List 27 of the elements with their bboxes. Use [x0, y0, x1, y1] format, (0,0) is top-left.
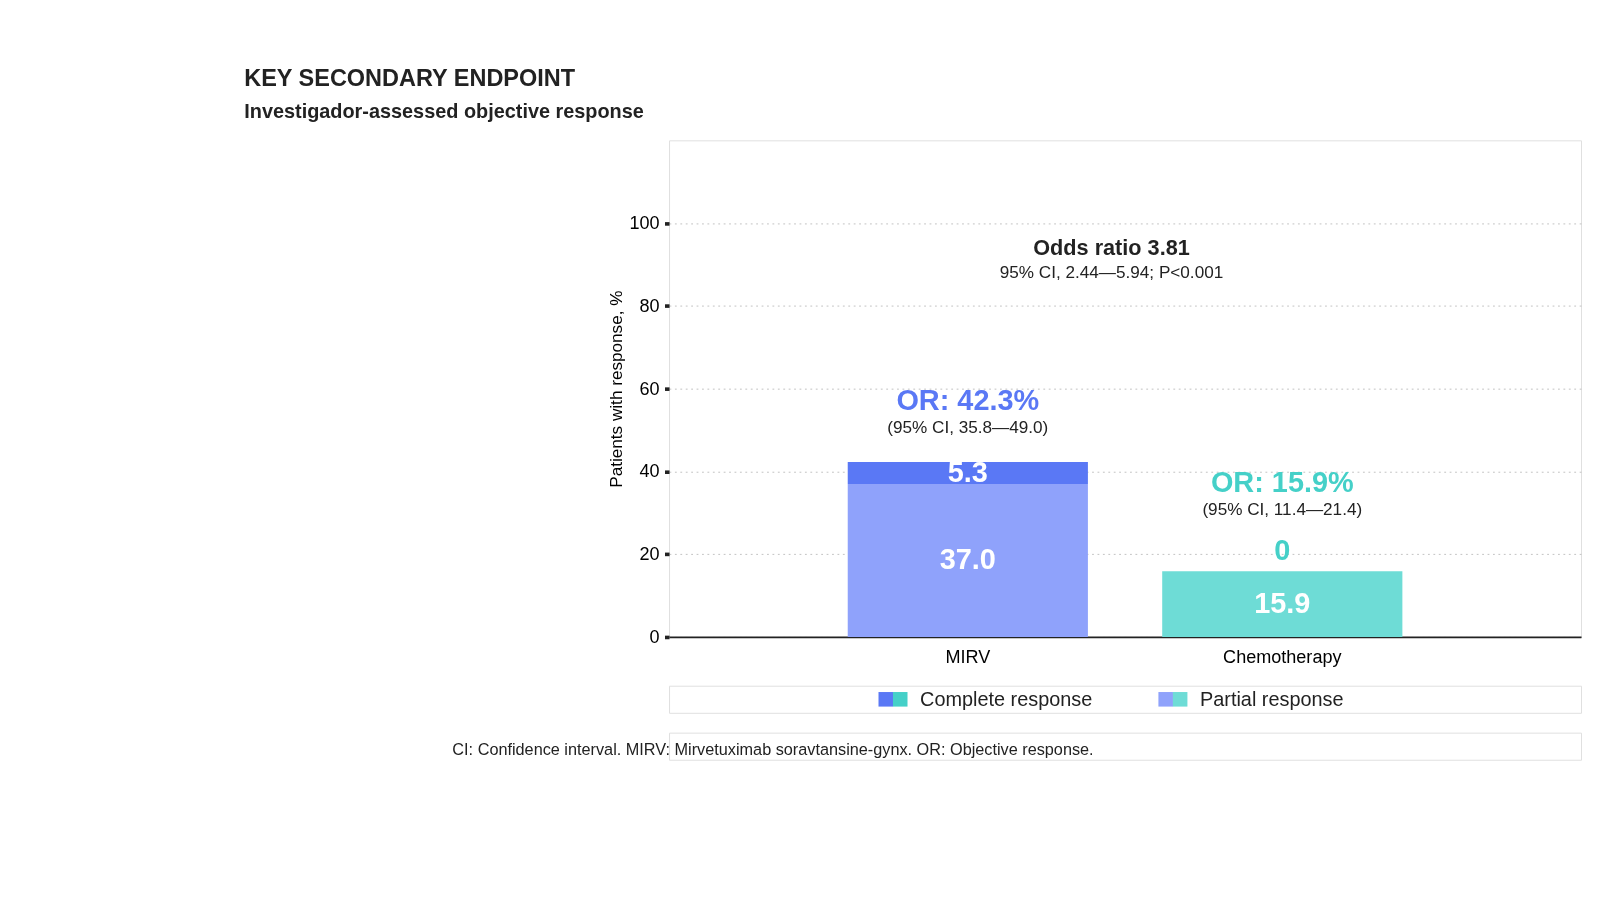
- data-label: 0: [1274, 534, 1291, 567]
- annotation: 95% CI, 2.44—5.94; P<0.001: [999, 261, 1224, 282]
- x-tick-label: Chemotherapy: [1223, 646, 1342, 667]
- y-axis-title: Patients with response, %: [606, 290, 627, 488]
- annotation: Odds ratio 3.81: [1033, 235, 1190, 261]
- data-label: 37.0: [939, 543, 996, 576]
- bar: [847, 483, 1088, 638]
- annotation: (95% CI, 35.8—49.0): [887, 417, 1049, 438]
- y-tick-label: 80: [639, 295, 660, 316]
- y-tick-label: 100: [629, 213, 660, 234]
- x-tick-label: MIRV: [945, 646, 991, 667]
- legend-label: Partial response: [1200, 687, 1344, 710]
- y-tick-label: 20: [639, 544, 660, 565]
- annotation: OR: 15.9%: [1210, 465, 1354, 498]
- y-tick-label: 40: [639, 461, 660, 482]
- annotation: (95% CI, 11.4—21.4): [1202, 499, 1363, 520]
- y-tick-label: 60: [639, 378, 660, 399]
- bar: [1162, 571, 1403, 638]
- legend-label: Complete response: [920, 687, 1093, 710]
- text: Investigador-assessed objective response: [244, 100, 644, 123]
- data-label: 5.3: [947, 455, 988, 488]
- data-label: 15.9: [1254, 587, 1311, 620]
- text: KEY SECONDARY ENDPOINT: [244, 64, 576, 91]
- bar: [847, 461, 1088, 484]
- y-tick-label: 0: [649, 626, 660, 647]
- text: CI: Confidence interval. MIRV: Mirvetuximab soravtansine-gynx. OR: Objective response.: [452, 740, 1094, 759]
- annotation: OR: 42.3%: [896, 383, 1040, 416]
